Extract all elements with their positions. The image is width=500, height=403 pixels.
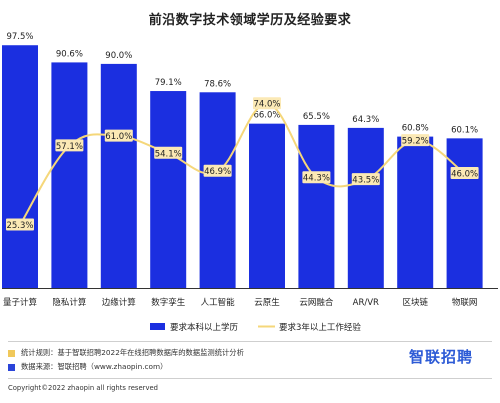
line-label-box [401, 134, 430, 147]
bar-10 [446, 138, 483, 288]
line-label-box [154, 146, 183, 159]
x-tick-label: 云网融合 [299, 297, 334, 308]
legend-bar-swatch [150, 323, 165, 330]
bar-1 [2, 45, 38, 288]
x-tick-label: AR/VR [353, 298, 379, 308]
line-value-label: 44.3% [303, 174, 330, 184]
line-value-label: 57.1% [56, 142, 83, 152]
copyright-text: Copyright©2022 zhaopin all rights reserv… [8, 384, 158, 392]
bar-value-label: 64.3% [352, 115, 379, 125]
line-value-label: 46.0% [451, 169, 478, 179]
note-stat-rule: 统计规则：基于智联招聘2022年在线招聘数据库的数据监测统计分析 [8, 348, 244, 358]
divider-bottom [8, 378, 492, 379]
line-value-label: 25.3% [6, 221, 33, 231]
x-tick-label: 量子计算 [3, 297, 38, 308]
line-label-box [450, 166, 479, 179]
line-value-label: 43.5% [352, 176, 379, 186]
note-data-source-text: 数据来源：智联招聘（www.zhaopin.com） [21, 362, 168, 371]
legend-line-label: 要求3年以上工作经验 [279, 322, 361, 333]
line-value-label: 46.9% [204, 167, 231, 177]
line-label-box [6, 218, 34, 231]
bar-value-label: 60.8% [402, 124, 429, 134]
bar-9 [397, 136, 434, 288]
line-label-box [302, 171, 331, 184]
legend: 要求本科以上学历 要求3年以上工作经验 [150, 322, 361, 333]
bar-value-label: 90.6% [56, 49, 83, 59]
x-tick-label: 人工智能 [201, 297, 236, 308]
line-label-box [104, 129, 133, 142]
divider-top [8, 341, 492, 342]
bar-value-label: 90.0% [105, 51, 132, 61]
x-tick-label: 隐私计算 [52, 297, 87, 308]
bar-3 [100, 63, 137, 289]
brand-logo: 智联招聘 [409, 348, 474, 366]
line-label-box [253, 97, 281, 110]
line-label-box [203, 164, 232, 177]
bar-value-label: 66.0% [253, 111, 280, 121]
x-tick-label: 数字孪生 [151, 297, 186, 308]
bar-value-label: 79.1% [155, 78, 182, 88]
line-label-box [55, 139, 84, 152]
x-tick-label: 区块链 [402, 297, 428, 308]
x-tick-label: 边缘计算 [102, 297, 137, 308]
chart-title: 前沿数字技术领域学历及经验要求 [148, 13, 352, 28]
x-tick-label: 云原生 [254, 297, 280, 308]
line-value-label: 74.0% [253, 100, 280, 110]
legend-bar-label: 要求本科以上学历 [170, 322, 239, 333]
line-label-box [351, 173, 380, 186]
experience-line [19, 102, 466, 226]
line-value-label: 61.0% [105, 132, 132, 142]
note-blue-square-icon [8, 363, 15, 371]
bar-value-label: 60.1% [451, 125, 478, 135]
bar-6 [249, 123, 285, 288]
bar-value-label: 65.5% [303, 112, 330, 122]
line-value-label: 59.2% [402, 137, 429, 147]
line-value-label: 54.1% [155, 149, 182, 159]
note-yellow-square-icon [8, 349, 15, 357]
bar-value-label: 78.6% [204, 79, 231, 89]
note-stat-rule-text: 统计规则：基于智联招聘2022年在线招聘数据库的数据监测统计分析 [21, 348, 244, 357]
note-data-source: 数据来源：智联招聘（www.zhaopin.com） [8, 362, 167, 372]
bar-value-label: 97.5% [6, 32, 33, 42]
x-tick-label: 物联网 [452, 297, 478, 308]
bar-2 [51, 62, 88, 288]
bar-8 [347, 127, 384, 288]
bar-4 [150, 91, 187, 288]
bar-7 [298, 124, 335, 288]
bar-5 [199, 92, 236, 288]
